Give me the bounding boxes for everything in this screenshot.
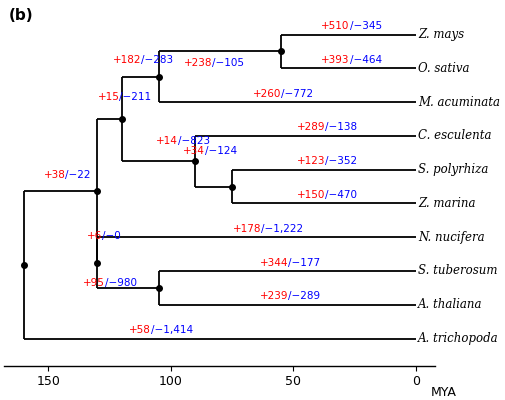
Text: /−823: /−823 — [178, 136, 210, 146]
Text: +239: +239 — [260, 291, 288, 301]
Text: A. thaliana: A. thaliana — [418, 298, 482, 311]
Text: /−211: /−211 — [119, 92, 151, 102]
Text: O. sativa: O. sativa — [418, 62, 469, 75]
Text: /−22: /−22 — [65, 170, 91, 180]
Text: /−980: /−980 — [105, 278, 136, 288]
Text: S. tuberosum: S. tuberosum — [418, 264, 497, 278]
Text: /−289: /−289 — [288, 291, 320, 301]
Text: MYA: MYA — [430, 386, 456, 399]
Text: +260: +260 — [252, 89, 280, 99]
Text: Z. marina: Z. marina — [418, 197, 475, 210]
Text: +150: +150 — [296, 190, 325, 200]
Text: +38: +38 — [43, 170, 65, 180]
Text: /−470: /−470 — [325, 190, 357, 200]
Text: C. esculenta: C. esculenta — [418, 129, 491, 142]
Text: /−177: /−177 — [288, 258, 320, 268]
Text: +178: +178 — [232, 224, 261, 234]
Text: +182: +182 — [113, 55, 141, 65]
Text: /−0: /−0 — [102, 230, 121, 240]
Text: +393: +393 — [321, 55, 349, 65]
Text: +95: +95 — [83, 278, 105, 288]
Text: /−105: /−105 — [212, 58, 244, 68]
Text: +6: +6 — [87, 230, 102, 240]
Text: N. nucifera: N. nucifera — [418, 231, 484, 244]
Text: +289: +289 — [296, 122, 325, 132]
Text: +238: +238 — [184, 58, 212, 68]
Text: /−772: /−772 — [280, 89, 313, 99]
Text: /−124: /−124 — [205, 146, 237, 156]
Text: +14: +14 — [156, 136, 178, 146]
Text: +344: +344 — [260, 258, 288, 268]
Text: S. polyrhiza: S. polyrhiza — [418, 163, 488, 176]
Text: /−283: /−283 — [141, 55, 173, 65]
Text: +58: +58 — [129, 325, 151, 335]
Text: +34: +34 — [183, 146, 205, 156]
Text: +15: +15 — [97, 92, 119, 102]
Text: /−352: /−352 — [325, 156, 357, 166]
Text: M. acuminata: M. acuminata — [418, 96, 499, 109]
Text: /−1,414: /−1,414 — [151, 325, 193, 335]
Text: /−345: /−345 — [349, 21, 381, 31]
Text: Z. mays: Z. mays — [418, 28, 464, 41]
Text: A. trichopoda: A. trichopoda — [418, 332, 498, 345]
Text: /−138: /−138 — [325, 122, 357, 132]
Text: +123: +123 — [296, 156, 325, 166]
Text: (b): (b) — [9, 8, 34, 22]
Text: /−1,222: /−1,222 — [261, 224, 303, 234]
Text: +510: +510 — [321, 21, 349, 31]
Text: /−464: /−464 — [349, 55, 381, 65]
